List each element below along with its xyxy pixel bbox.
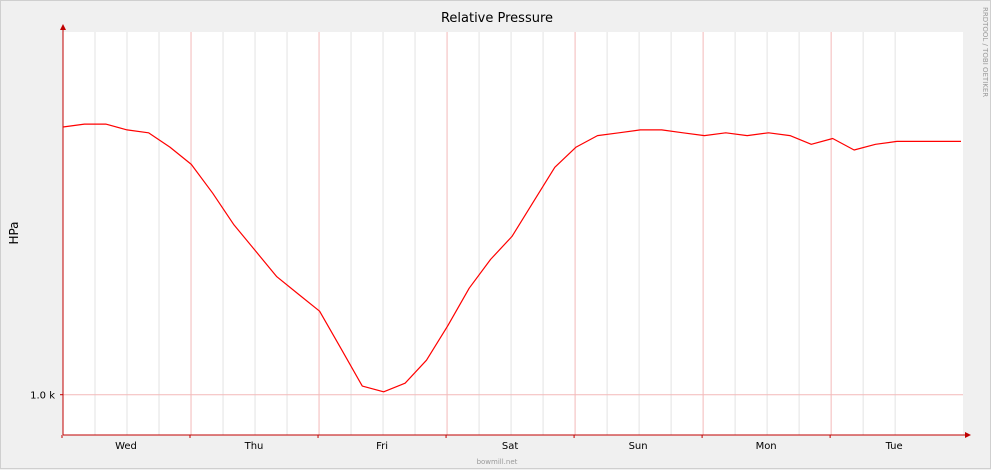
pressure-series-line xyxy=(62,123,961,393)
chart-title: Relative Pressure xyxy=(441,11,553,26)
x-tick-label: Tue xyxy=(885,441,903,452)
x-tick-label: Sat xyxy=(502,441,518,452)
line-layer xyxy=(62,123,961,393)
axes-layer xyxy=(60,24,971,438)
rrdtool-credit: RRDTOOL / TOBI OETIKER xyxy=(981,7,989,97)
y-axis-arrow xyxy=(60,24,66,30)
y-axis-label: HPa xyxy=(7,221,21,244)
footer-credit: bowmill.net xyxy=(477,458,518,466)
tick-label-layer: 1.0 k Wed Thu Fri Sat Sun Mon Tue xyxy=(30,391,903,452)
y-tick-label: 1.0 k xyxy=(30,391,55,402)
x-tick-label: Wed xyxy=(115,441,137,452)
x-tick-label: Fri xyxy=(376,441,388,452)
x-tick-label: Mon xyxy=(756,441,777,452)
x-tick-label: Thu xyxy=(244,441,264,452)
x-tick-label: Sun xyxy=(629,441,648,452)
grid-layer xyxy=(63,32,963,435)
plot-area xyxy=(63,32,963,435)
x-axis-arrow xyxy=(965,432,971,438)
